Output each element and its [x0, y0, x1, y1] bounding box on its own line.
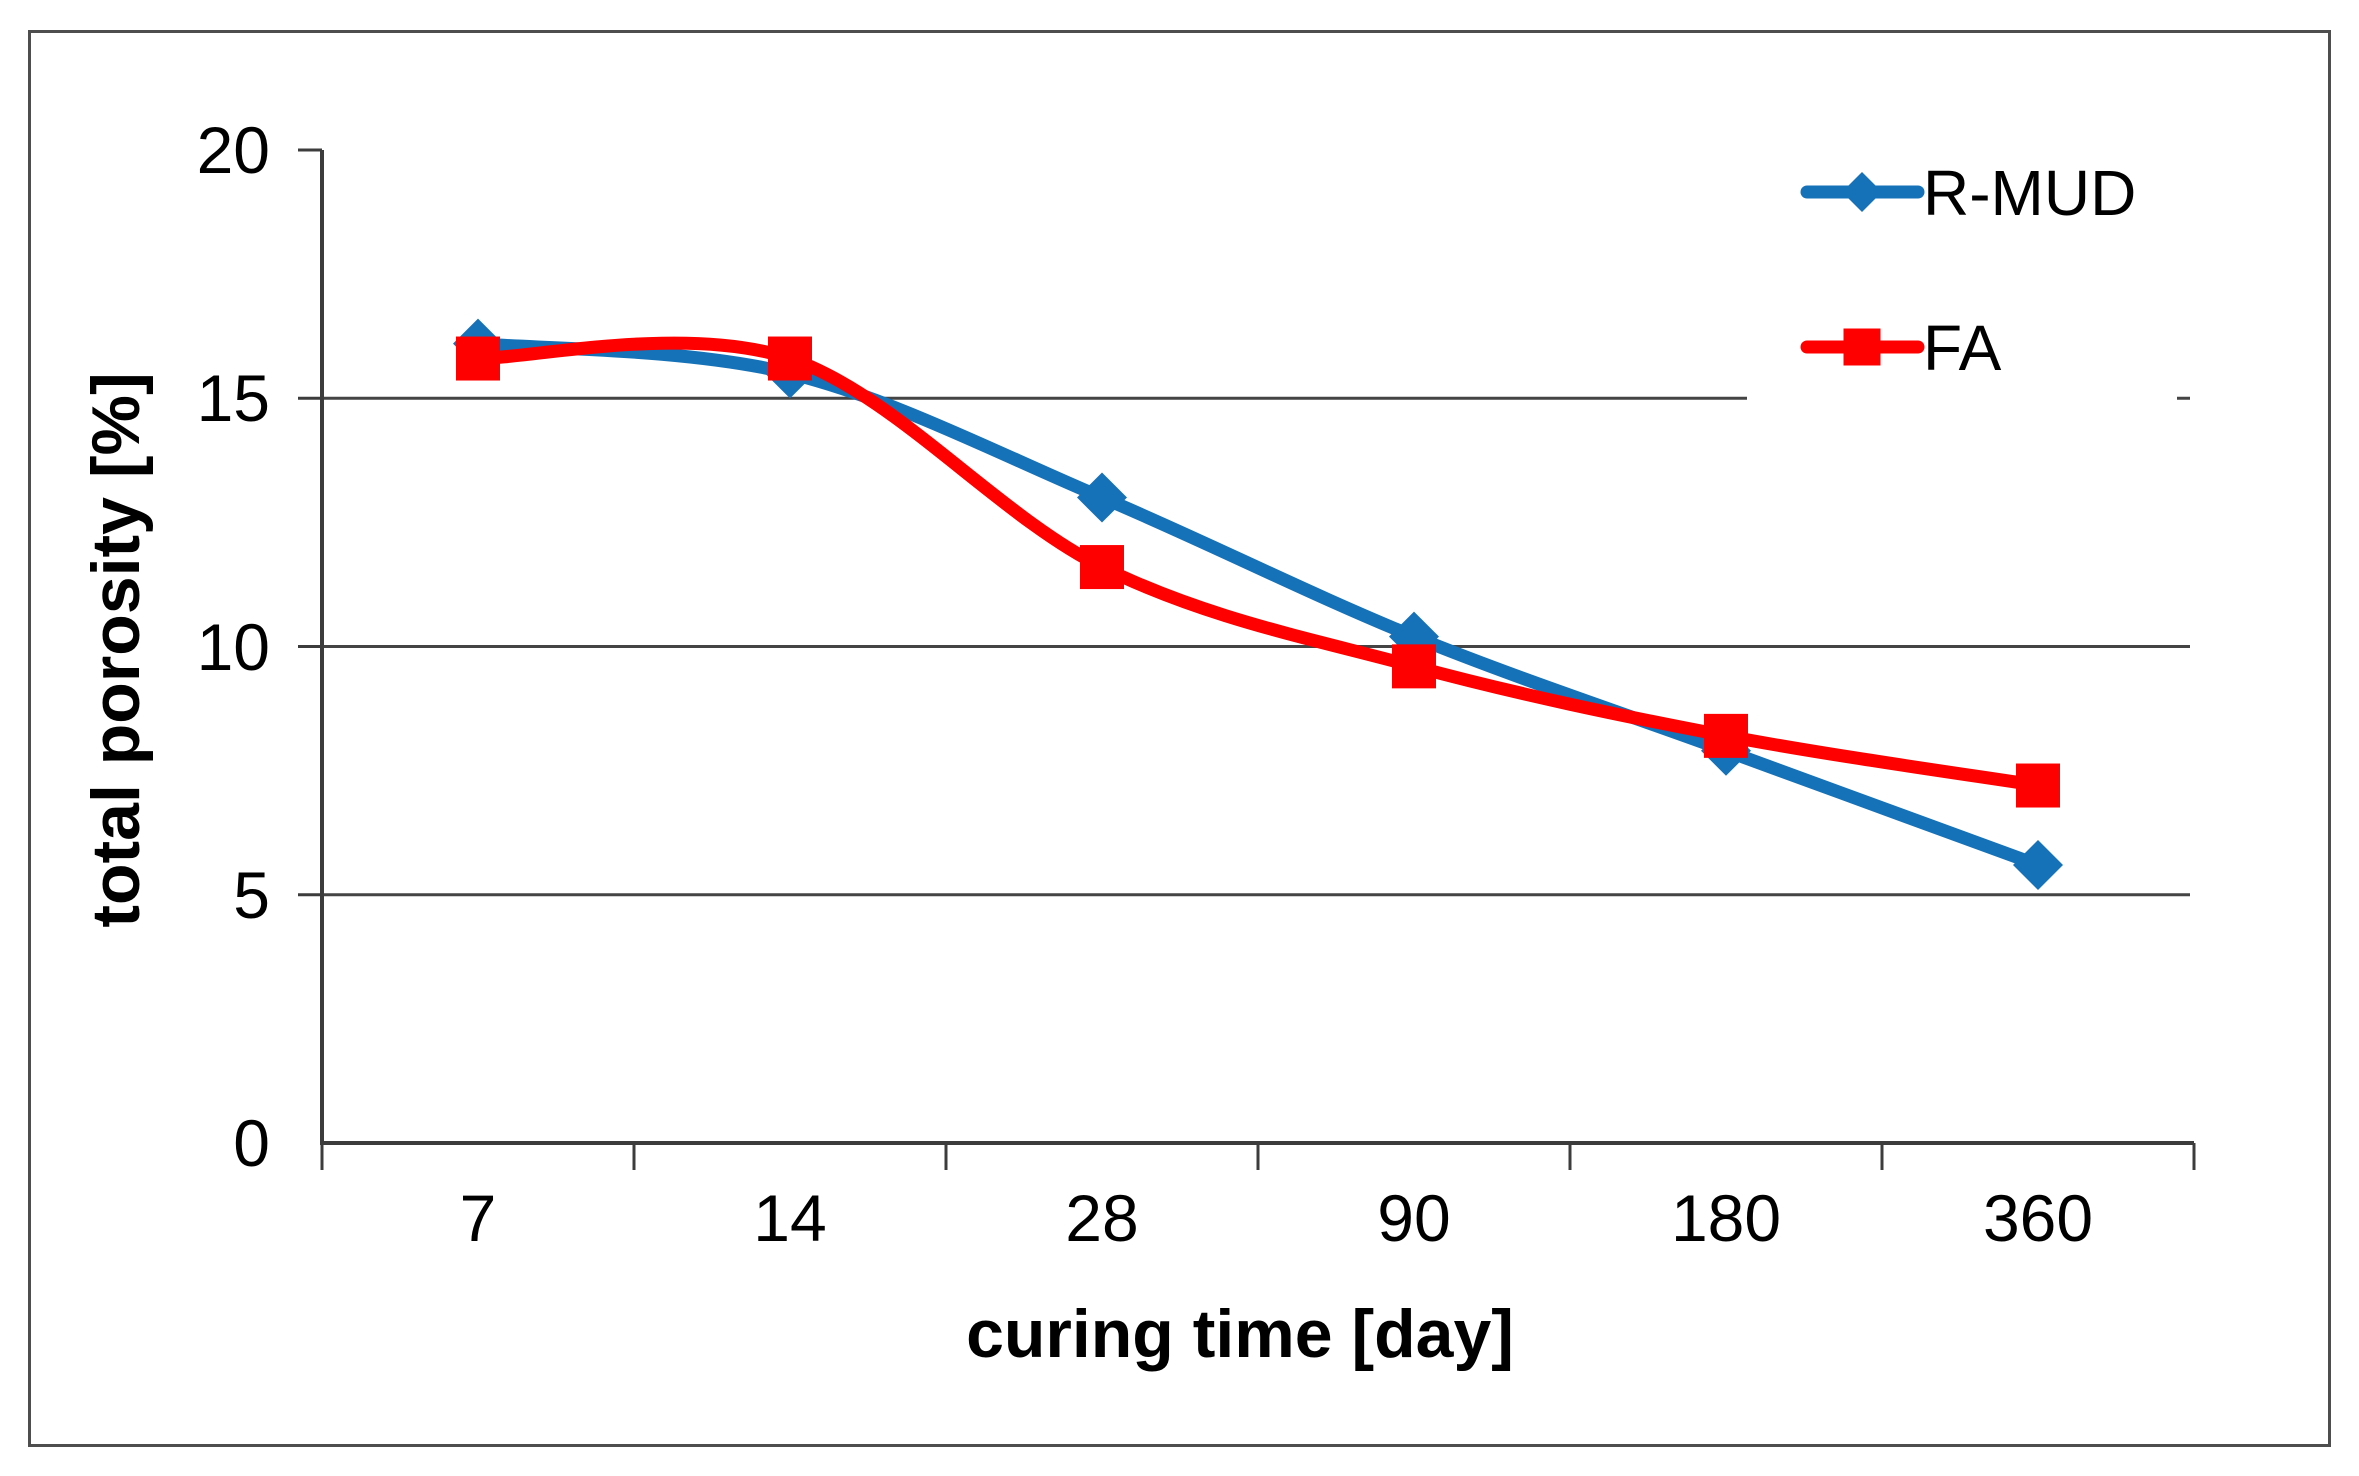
marker-fa-14 — [768, 336, 812, 381]
series-line-r-mud — [471, 337, 2045, 872]
series-line-fa — [471, 336, 2045, 793]
x-tick-label-90: 90 — [1377, 1181, 1451, 1255]
legend-swatch-marker-r-mud — [1842, 172, 1882, 212]
y-tick-label-15: 15 — [196, 361, 270, 436]
y-tick-label-0: 0 — [233, 1106, 270, 1180]
marker-r-mud-360 — [2013, 839, 2063, 890]
legend-label-r-mud: R-MUD — [1923, 157, 2137, 229]
x-tick-label-360: 360 — [1982, 1181, 2094, 1255]
x-tick-label-180: 180 — [1670, 1181, 1782, 1255]
y-axis-title: total porosity [%] — [78, 372, 154, 928]
legend-swatch-marker-fa — [1843, 328, 1881, 366]
marker-fa-90 — [1392, 644, 1436, 689]
legend-label-fa: FA — [1923, 312, 2002, 384]
x-tick-label-28: 28 — [1065, 1181, 1139, 1255]
legend-background — [1747, 125, 2177, 430]
y-tick-label-20: 20 — [196, 113, 270, 187]
x-axis-title: curing time [day] — [966, 1296, 1514, 1372]
y-tick-label-5: 5 — [233, 857, 270, 932]
x-tick-label-7: 7 — [459, 1181, 497, 1255]
marker-fa-28 — [1080, 545, 1124, 590]
marker-fa-7 — [456, 336, 500, 381]
y-tick-label-10: 10 — [196, 609, 270, 684]
x-tick-label-14: 14 — [753, 1181, 827, 1255]
marker-r-mud-28 — [1077, 472, 1127, 523]
marker-fa-360 — [2016, 763, 2060, 808]
marker-fa-180 — [1704, 713, 1748, 758]
